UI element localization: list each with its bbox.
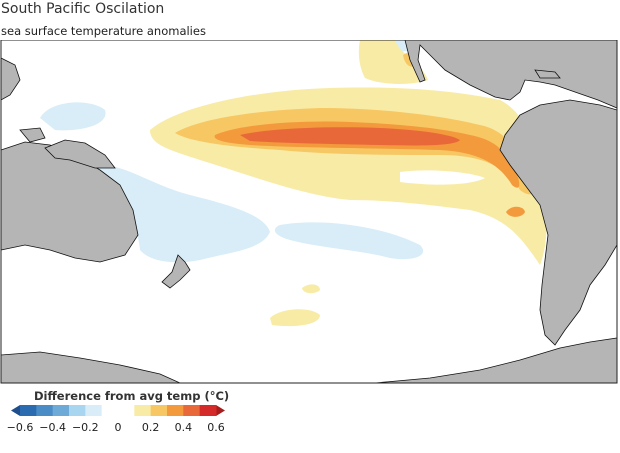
new-guinea [44, 139, 116, 169]
chart-title: South Pacific Oscilation [1, 1, 165, 17]
warm-anomaly-0.4 [240, 127, 460, 146]
colorbar-tick-label: −0.2 [71, 421, 99, 434]
warm-anomaly-small [270, 309, 320, 327]
colorbar-bin [85, 405, 103, 416]
colorbar-tick-label: −0.6 [6, 421, 34, 434]
legend-title: Difference from avg temp (°C) [34, 389, 230, 403]
colorbar-bin [36, 405, 54, 416]
colorbar-bin [167, 405, 184, 416]
colorbar-bin [134, 405, 152, 416]
north-central-america [404, 40, 618, 109]
map-frame [0, 40, 618, 384]
warm-anomaly-small [302, 284, 320, 294]
colorbar-arrow-high [216, 405, 225, 416]
colorbar-tick-label: 0 [114, 421, 122, 434]
land-masses [0, 40, 618, 384]
sst-anomaly-map [0, 40, 618, 384]
colorbar-arrow-low [11, 405, 20, 416]
colorbar-tick-label: −0.4 [39, 421, 67, 434]
caribbean-island [534, 69, 561, 79]
warm-anomaly-peru-coast [506, 206, 525, 217]
indonesia-islands [19, 127, 46, 143]
colorbar [11, 405, 225, 416]
warm-anomaly-baja [358, 40, 428, 84]
colorbar-bin [69, 405, 86, 416]
colorbar-bin [20, 405, 37, 416]
colorbar-bin [150, 405, 168, 416]
new-zealand [161, 254, 191, 289]
colorbar-bin [101, 405, 135, 416]
chart-subtitle: sea surface temperature anomalies [1, 24, 206, 38]
cool-anomaly-areas [40, 40, 424, 263]
south-america [499, 99, 618, 346]
colorbar-tick-label: 0.2 [141, 421, 160, 434]
colorbar-bin [199, 405, 217, 416]
neutral-patch [400, 170, 485, 185]
colorbar-bin [183, 405, 201, 416]
colorbar-tick-label: 0.6 [207, 421, 225, 434]
colorbar-bin [52, 405, 70, 416]
colorbar-tick-label: 0.4 [174, 421, 193, 434]
